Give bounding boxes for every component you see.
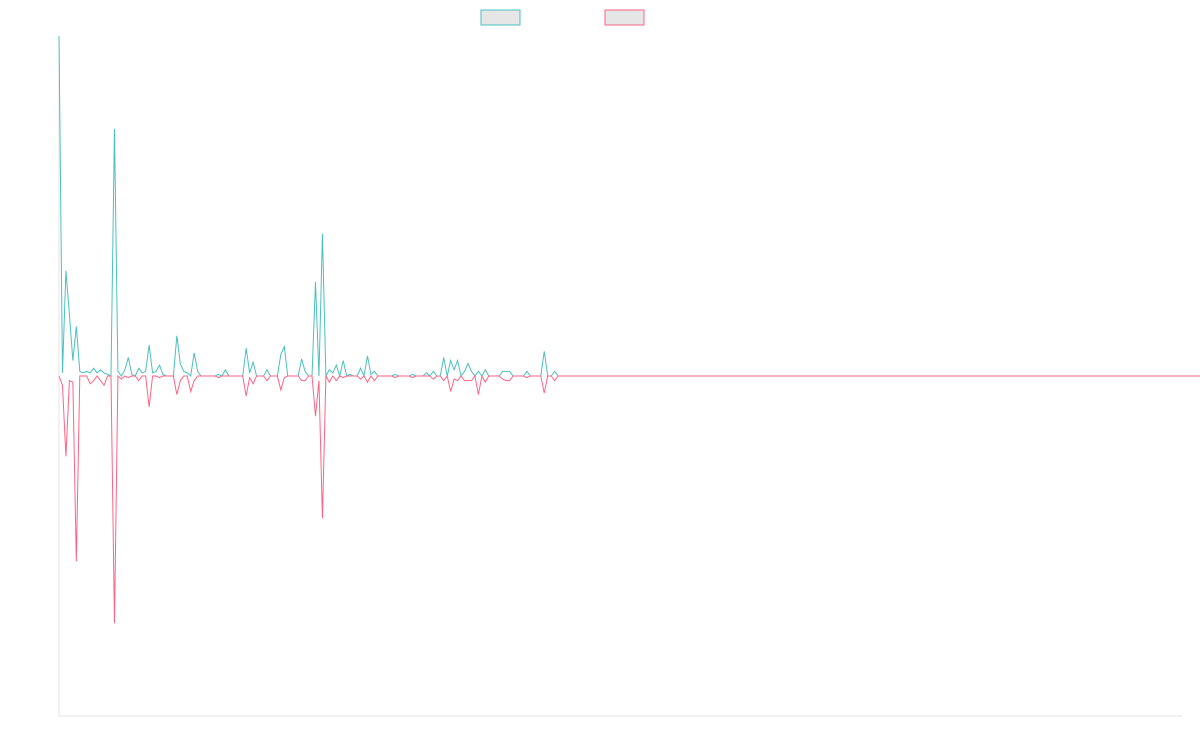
legend[interactable] — [480, 9, 645, 26]
legend-swatch-2[interactable] — [604, 9, 645, 26]
legend-item-2[interactable] — [604, 9, 645, 26]
series-2 — [58, 374, 1200, 624]
legend-item-1[interactable] — [480, 9, 521, 26]
series-layer — [58, 35, 1200, 624]
legend-swatch-1[interactable] — [480, 9, 521, 26]
series-1 — [58, 35, 1196, 378]
series-line-1 — [58, 35, 1196, 378]
series-line-2 — [58, 374, 1200, 624]
